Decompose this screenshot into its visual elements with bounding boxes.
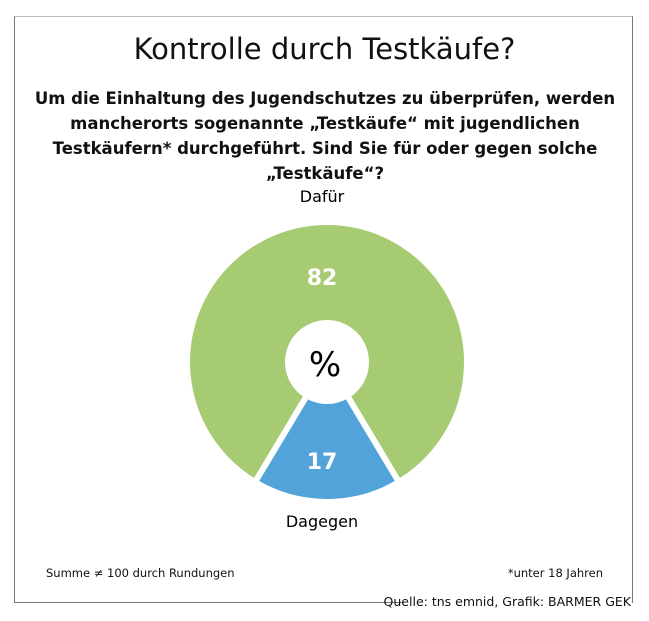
chart-title: Kontrolle durch Testkäufe? xyxy=(133,32,516,66)
value-label-dafuer: 82 xyxy=(307,266,338,291)
footnote-age: *unter 18 Jahren xyxy=(507,566,603,580)
category-label-dafuer: Dafür xyxy=(300,187,345,206)
center-hole xyxy=(285,320,369,404)
frame-bottom-line xyxy=(14,602,404,603)
source-credit: Quelle: tns emnid, Grafik: BARMER GEK xyxy=(383,594,631,609)
slice-dagegen xyxy=(252,359,402,505)
value-label-dagegen: 17 xyxy=(307,450,338,475)
chart-subtitle: Um die Einhaltung des Jugendschutzes zu … xyxy=(34,89,616,183)
unit-label: % xyxy=(309,345,341,385)
category-label-dagegen: Dagegen xyxy=(286,512,358,531)
chart-frame xyxy=(14,16,633,603)
footnote-rounding: Summe ≠ 100 durch Rundungen xyxy=(46,566,235,580)
